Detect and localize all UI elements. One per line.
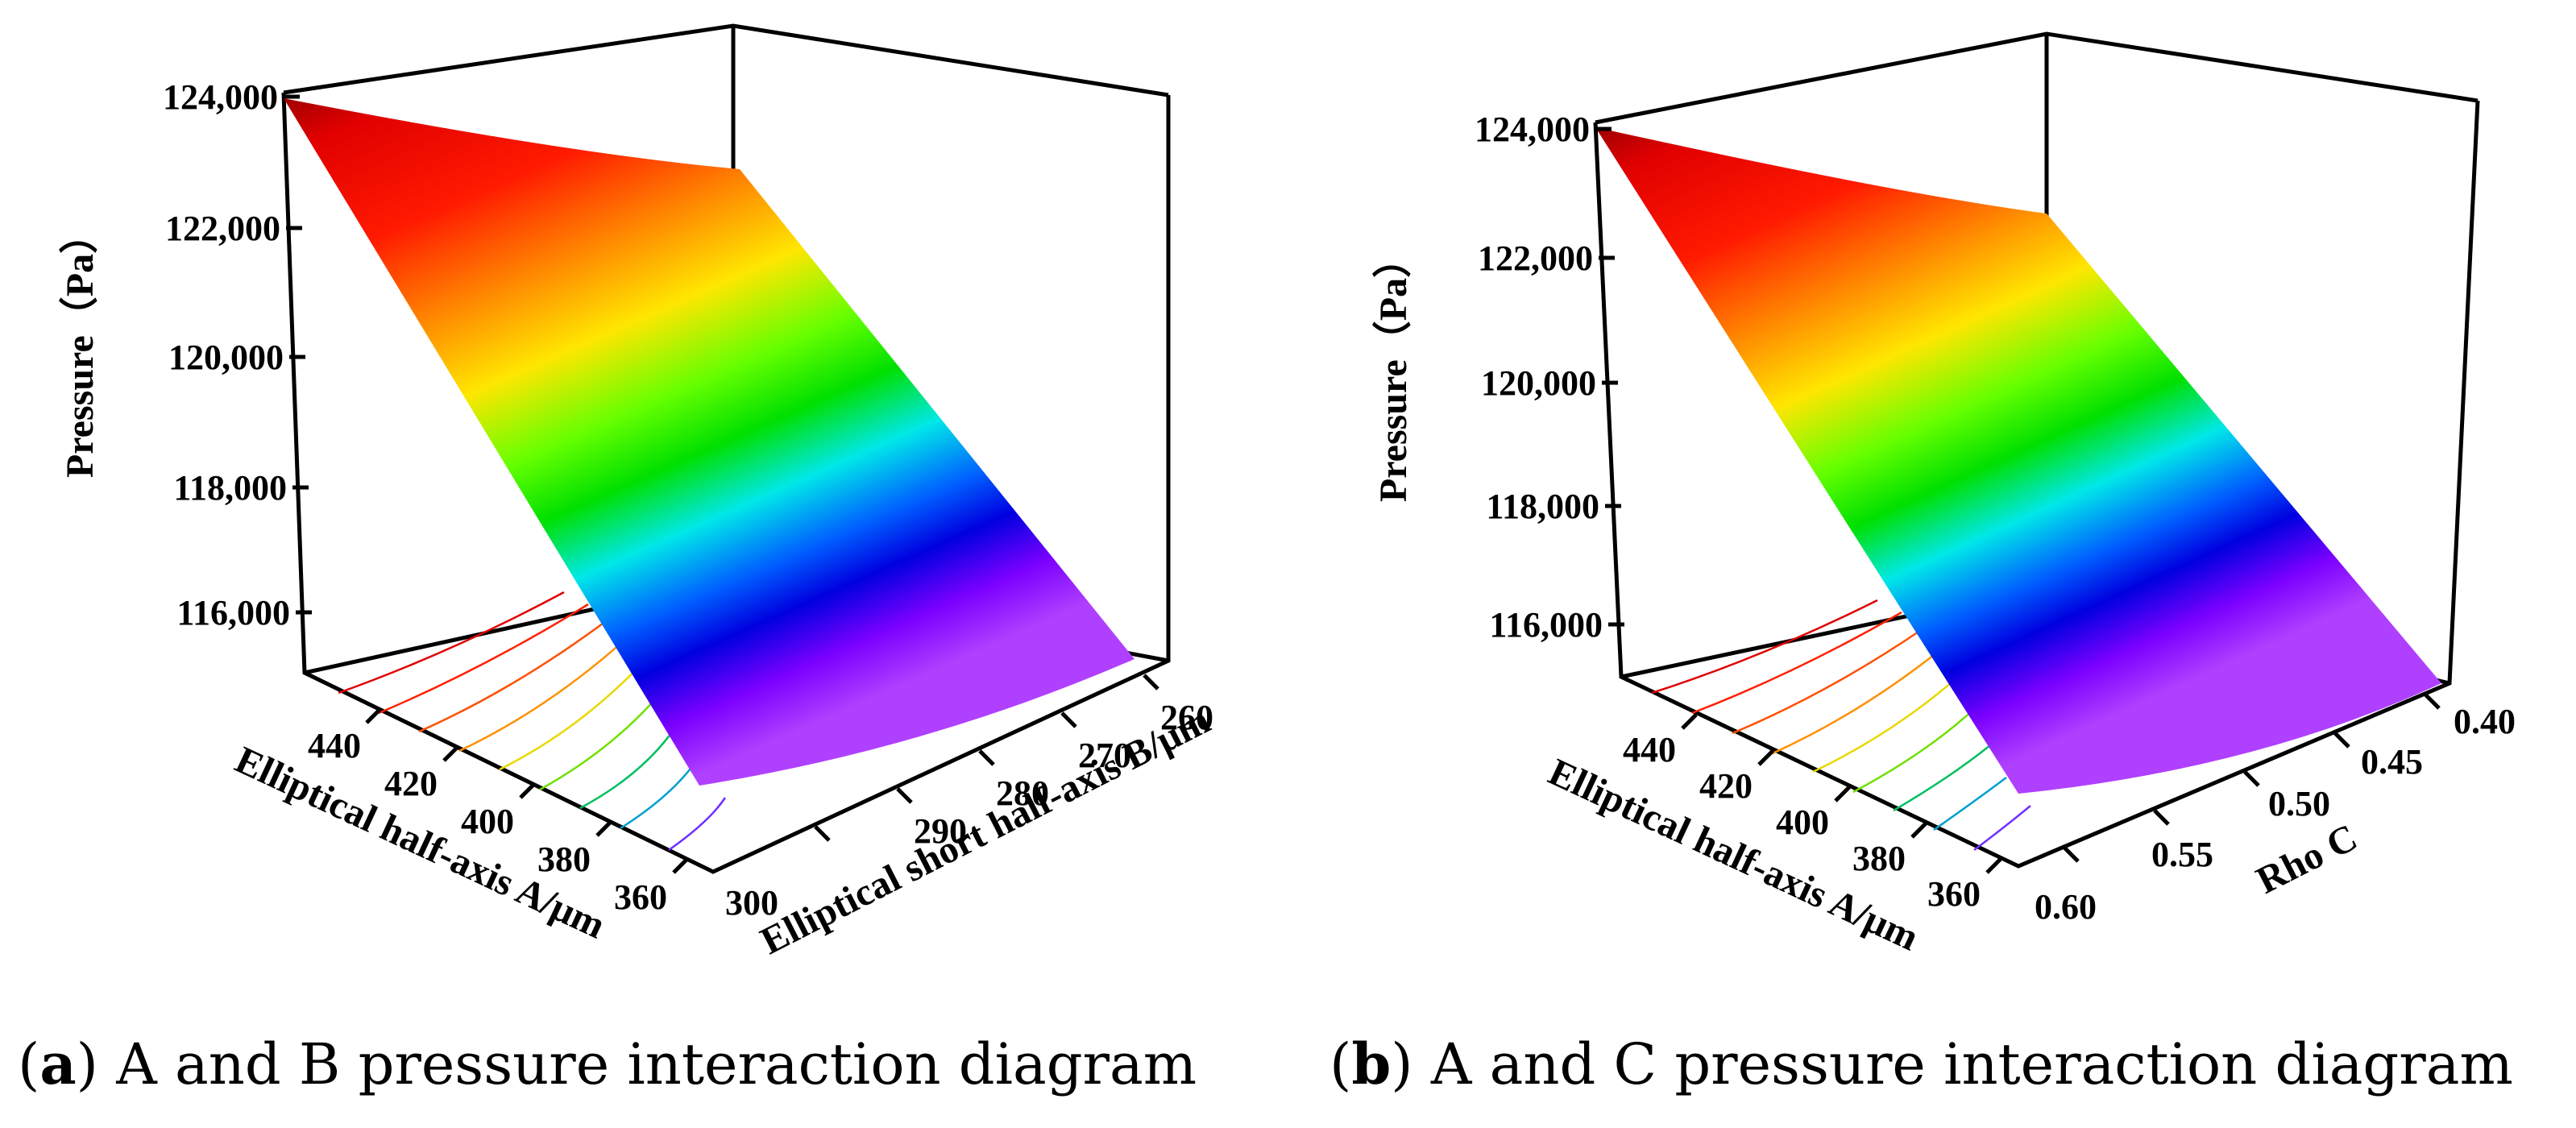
z-tick-label: 120,000 xyxy=(1481,363,1596,403)
y-tick-label: 0.50 xyxy=(2268,784,2330,823)
z-tick-label: 118,000 xyxy=(1486,487,1599,526)
x-tick-label: 360 xyxy=(614,877,667,917)
response-surface-b xyxy=(1595,127,2441,794)
x-tick-label: 420 xyxy=(384,764,438,803)
z-axis-a: 124,000 122,000 120,000 118,000 116,000 … xyxy=(59,77,312,632)
x-axis-a: 440 420 400 380 360 Elliptical half-axis… xyxy=(229,707,689,947)
z-axis-title: Pressure（Pa） xyxy=(59,215,102,478)
chart-panel-a: 124,000 122,000 120,000 118,000 116,000 … xyxy=(18,23,1217,1097)
x-tick-label: 380 xyxy=(1852,839,1906,878)
z-tick-label: 120,000 xyxy=(168,338,284,377)
floor-contours-a xyxy=(338,591,727,852)
z-tick-label: 122,000 xyxy=(165,209,280,248)
x-tick-label: 400 xyxy=(461,802,514,841)
y-axis-title: Rho C xyxy=(2250,816,2364,902)
response-surface-a xyxy=(284,98,1135,786)
z-tick-label: 116,000 xyxy=(1489,605,1603,645)
floor-contours-b xyxy=(1651,599,2031,851)
caption-b: (b) A and C pressure interaction diagram xyxy=(1329,1031,2513,1097)
caption-a: (a) A and B pressure interaction diagram xyxy=(18,1031,1197,1097)
z-tick-label: 124,000 xyxy=(163,77,278,117)
y-tick-label: 0.55 xyxy=(2151,835,2213,874)
y-tick-label: 260 xyxy=(1160,698,1213,737)
z-tick-label: 122,000 xyxy=(1478,238,1593,278)
x-tick-label: 380 xyxy=(537,840,591,879)
z-tick-label: 118,000 xyxy=(173,468,287,508)
y-tick-label: 300 xyxy=(725,883,778,923)
y-tick-label: 0.45 xyxy=(2361,742,2423,782)
y-tick-label: 0.40 xyxy=(2454,702,2516,741)
z-axis-title: Pressure（Pa） xyxy=(1372,239,1415,502)
z-axis-b: 124,000 122,000 120,000 118,000 116,000 … xyxy=(1372,110,1624,645)
x-tick-label: 400 xyxy=(1776,802,1829,842)
y-tick-label: 290 xyxy=(914,811,967,851)
x-tick-label: 420 xyxy=(1699,766,1753,806)
chart-panel-b: 124,000 122,000 120,000 118,000 116,000 … xyxy=(1329,31,2516,1097)
y-tick-label: 280 xyxy=(996,773,1049,813)
z-tick-label: 124,000 xyxy=(1475,110,1590,149)
x-axis-a-of-panel-b: 440 420 400 380 360 Elliptical half-axis… xyxy=(1542,713,2002,959)
x-tick-label: 360 xyxy=(1927,874,1981,914)
x-tick-label: 440 xyxy=(1623,730,1676,769)
z-tick-label: 116,000 xyxy=(176,593,290,632)
y-tick-label: 270 xyxy=(1078,736,1131,775)
x-tick-label: 440 xyxy=(308,726,361,765)
y-tick-label: 0.60 xyxy=(2035,887,2097,927)
